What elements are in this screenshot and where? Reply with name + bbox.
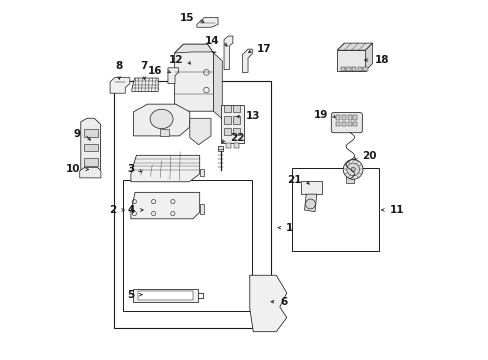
FancyBboxPatch shape [330, 113, 362, 133]
Bar [352, 116, 357, 120]
Text: 9: 9 [74, 129, 81, 139]
Bar [341, 122, 346, 126]
Bar [300, 181, 322, 194]
Bar [83, 129, 98, 136]
Text: 3: 3 [127, 165, 134, 174]
Bar [122, 180, 251, 311]
Bar [346, 67, 350, 71]
Circle shape [350, 167, 355, 171]
Bar [220, 104, 244, 143]
Polygon shape [81, 118, 101, 173]
Circle shape [346, 163, 359, 176]
Bar [351, 67, 356, 71]
Polygon shape [213, 53, 222, 119]
Polygon shape [337, 50, 365, 71]
Polygon shape [199, 168, 203, 176]
Bar [223, 105, 230, 112]
Bar [234, 143, 239, 148]
Polygon shape [174, 44, 213, 111]
Bar [232, 128, 240, 135]
Bar [160, 129, 168, 136]
Text: 8: 8 [115, 60, 122, 71]
Polygon shape [224, 36, 232, 69]
Polygon shape [131, 155, 199, 182]
Polygon shape [365, 43, 372, 71]
Bar [336, 116, 340, 120]
Bar [340, 67, 345, 71]
Bar [341, 116, 346, 120]
Text: 16: 16 [147, 66, 162, 76]
Polygon shape [80, 167, 101, 178]
Bar [225, 143, 230, 148]
Text: 19: 19 [313, 110, 327, 120]
Circle shape [343, 159, 362, 179]
Text: 10: 10 [66, 165, 81, 174]
Bar [223, 128, 230, 135]
Bar [132, 289, 198, 302]
Bar [217, 147, 223, 151]
Bar [336, 122, 340, 126]
Polygon shape [131, 192, 199, 219]
Polygon shape [167, 68, 178, 84]
Bar [346, 176, 353, 183]
Polygon shape [131, 78, 158, 91]
Text: 15: 15 [180, 13, 194, 23]
Text: 2: 2 [109, 205, 116, 215]
Polygon shape [110, 78, 130, 93]
Polygon shape [133, 104, 189, 136]
Polygon shape [249, 275, 286, 332]
Text: 6: 6 [280, 297, 287, 307]
Ellipse shape [150, 109, 173, 129]
Bar [232, 117, 240, 123]
Bar [223, 117, 230, 123]
Bar [291, 168, 378, 251]
Text: 7: 7 [141, 61, 148, 71]
Bar [138, 292, 192, 300]
Text: 11: 11 [389, 205, 404, 215]
Bar [363, 67, 367, 71]
Polygon shape [189, 118, 210, 145]
Text: 4: 4 [127, 205, 134, 215]
Text: 1: 1 [285, 222, 292, 233]
Text: 22: 22 [229, 133, 244, 143]
Bar [83, 158, 98, 166]
Polygon shape [242, 49, 252, 72]
Bar [232, 105, 240, 112]
Text: 12: 12 [168, 55, 183, 65]
Text: 14: 14 [204, 36, 219, 46]
Circle shape [305, 199, 315, 209]
Bar [357, 67, 361, 71]
Bar [352, 122, 357, 126]
Text: 18: 18 [374, 55, 389, 65]
Polygon shape [199, 204, 203, 213]
Polygon shape [304, 194, 316, 212]
Text: 20: 20 [361, 151, 375, 161]
Text: 5: 5 [127, 290, 134, 300]
Bar [347, 122, 351, 126]
Text: 13: 13 [245, 112, 260, 121]
Polygon shape [174, 44, 216, 53]
Text: 21: 21 [286, 175, 301, 185]
Bar [83, 144, 98, 152]
Polygon shape [337, 43, 372, 50]
Text: 17: 17 [257, 45, 271, 54]
Bar [85, 168, 96, 175]
Polygon shape [197, 17, 218, 27]
Bar [114, 81, 270, 328]
Bar [347, 116, 351, 120]
